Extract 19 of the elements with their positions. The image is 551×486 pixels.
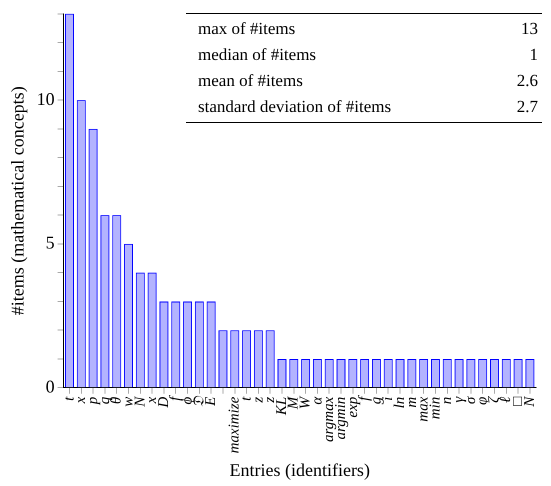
x-tick-label: f (168, 394, 184, 401)
x-tick-label: N (522, 396, 538, 408)
x-axis-title: Entries (identifiers) (229, 460, 370, 480)
annotation: 2.6 (516, 70, 538, 92)
y-tick-label: 0 (46, 376, 55, 396)
annotation: mean of #items (198, 70, 303, 92)
annotation: standard deviation of #items (198, 96, 392, 118)
y-tick-label: 10 (36, 88, 55, 109)
annotation: median of #items (198, 44, 316, 66)
annotation: max of #items (198, 18, 296, 40)
y-axis-title: #items (mathematical concepts) (8, 86, 28, 316)
y-tick-label: 5 (46, 232, 55, 253)
annotation: 2.7 (516, 96, 538, 118)
x-tick-label: E (203, 396, 220, 407)
x-tick-label: φ (474, 396, 491, 406)
x-tick-label: θ (108, 396, 125, 404)
annotation: 13 (521, 18, 538, 40)
annotation: 1 (530, 44, 538, 66)
x-tick-label: N (132, 396, 148, 408)
